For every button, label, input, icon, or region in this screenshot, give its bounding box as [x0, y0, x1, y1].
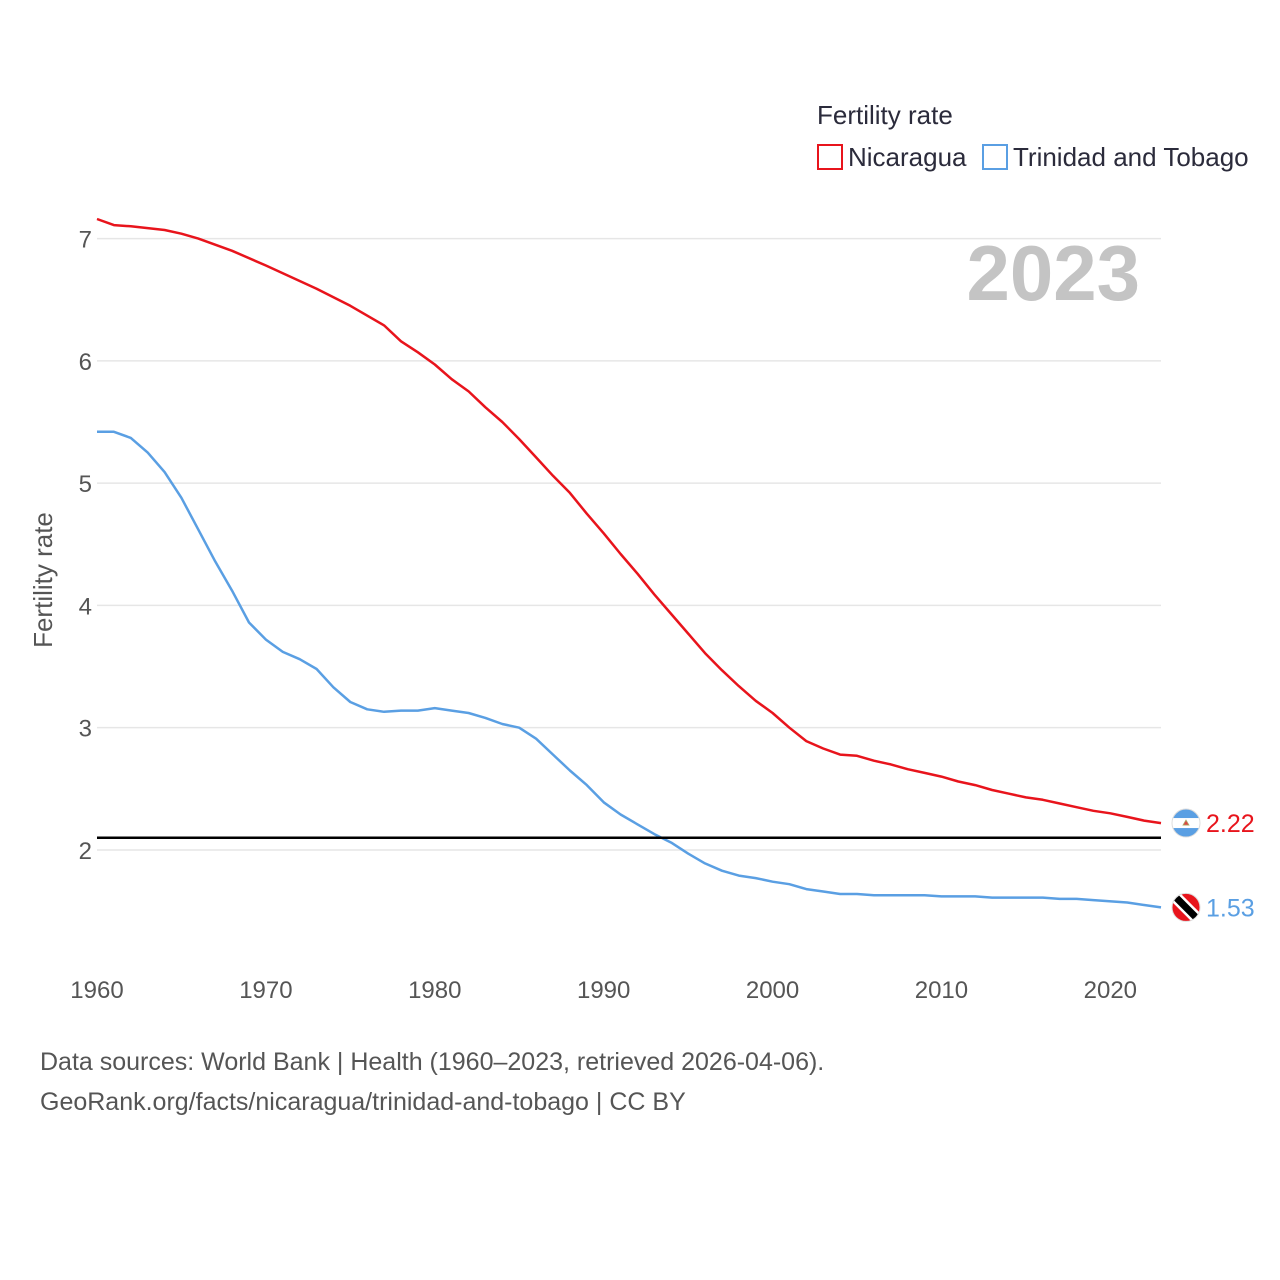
legend-label-trinidad-and-tobago: Trinidad and Tobago — [1013, 142, 1249, 172]
x-axis: 1960 1970 1980 1990 2000 2010 2020 — [70, 977, 1137, 1004]
grid-layer — [97, 237, 1161, 851]
end-value-label: 1.53 — [1206, 894, 1255, 922]
y-axis: 2 3 4 5 6 7 — [79, 227, 92, 865]
x-tick-label: 1990 — [577, 977, 630, 1004]
end-value-label: 2.22 — [1206, 810, 1255, 838]
y-axis-label: Fertility rate — [28, 512, 58, 648]
trinidad-and-tobago-flag-icon — [1172, 893, 1200, 922]
y-tick-label: 4 — [79, 593, 92, 620]
legend-swatch-nicaragua — [817, 144, 843, 170]
x-tick-label: 1960 — [70, 977, 123, 1004]
series-layer — [96, 217, 1162, 909]
x-tick-label: 2000 — [746, 977, 799, 1004]
source-line: Data sources: World Bank | Health (1960–… — [40, 1048, 825, 1076]
legend-swatch-trinidad-and-tobago — [982, 144, 1008, 170]
x-tick-label: 1970 — [239, 977, 292, 1004]
y-tick-label: 7 — [79, 227, 92, 254]
legend-item-nicaragua[interactable]: Nicaragua — [817, 142, 967, 172]
legend-label-nicaragua: Nicaragua — [848, 142, 967, 172]
nicaragua-flag-icon — [1172, 809, 1200, 838]
year-watermark: 2023 — [966, 229, 1140, 317]
series-line-trinidad-and-tobago — [97, 430, 1162, 909]
x-tick-label: 2010 — [915, 977, 968, 1004]
source-url[interactable]: GeoRank.org/facts/nicaragua/trinidad-and… — [40, 1088, 686, 1116]
x-tick-label: 1980 — [408, 977, 461, 1004]
series-line-nicaragua — [96, 217, 1162, 825]
y-tick-label: 5 — [79, 471, 92, 498]
y-tick-label: 3 — [79, 716, 92, 743]
legend-title: Fertility rate — [817, 100, 953, 130]
source-footer: Data sources: World Bank | Health (1960–… — [40, 1042, 824, 1122]
x-tick-label: 2020 — [1084, 977, 1137, 1004]
legend-item-trinidad-and-tobago[interactable]: Trinidad and Tobago — [982, 142, 1249, 172]
y-tick-label: 2 — [79, 838, 92, 865]
legend: Fertility rate Nicaragua Trinidad and To… — [817, 100, 1249, 172]
trinidad-and-tobago-end-marker: 1.53 — [1171, 892, 1255, 922]
end-labels: 2.22 1.53 — [1171, 808, 1255, 922]
y-tick-label: 6 — [79, 349, 92, 376]
nicaragua-end-marker: 2.22 — [1171, 808, 1255, 838]
